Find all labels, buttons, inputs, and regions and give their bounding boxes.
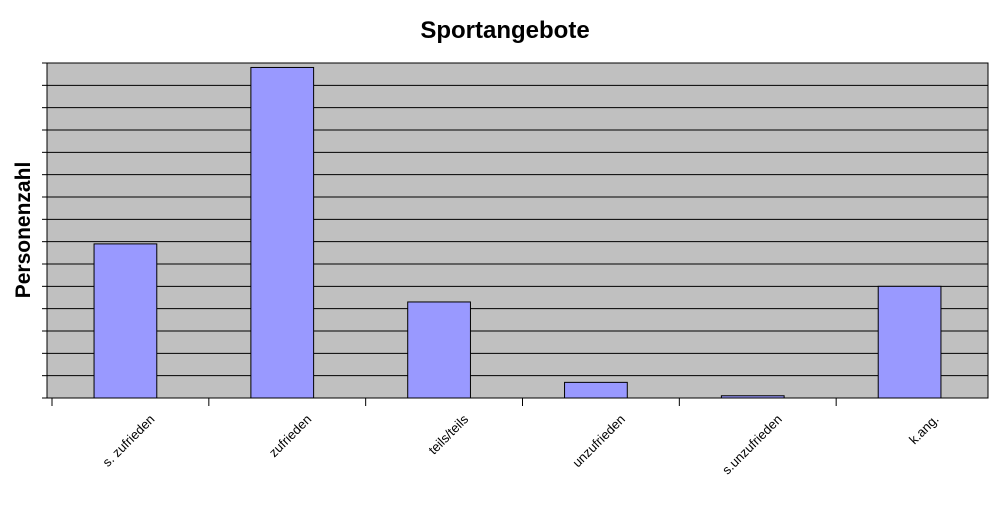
bar <box>720 395 785 399</box>
x-tick-label: s. zufrieden <box>99 412 157 470</box>
bar <box>564 381 628 399</box>
x-tick-label: zufrieden <box>266 412 314 460</box>
x-tick-label: unzufrieden <box>569 412 628 471</box>
x-tick-label: s.unzufrieden <box>719 412 785 478</box>
y-axis-label: Personenzahl <box>12 162 35 299</box>
bar <box>93 243 158 399</box>
chart-title: Sportangebote <box>420 17 589 44</box>
bar <box>250 66 315 399</box>
x-tick-label: k.ang. <box>906 412 942 448</box>
plot-area <box>46 62 989 399</box>
bar <box>877 285 942 399</box>
x-tick-label: teils/teils <box>425 411 471 457</box>
bar <box>407 301 471 399</box>
